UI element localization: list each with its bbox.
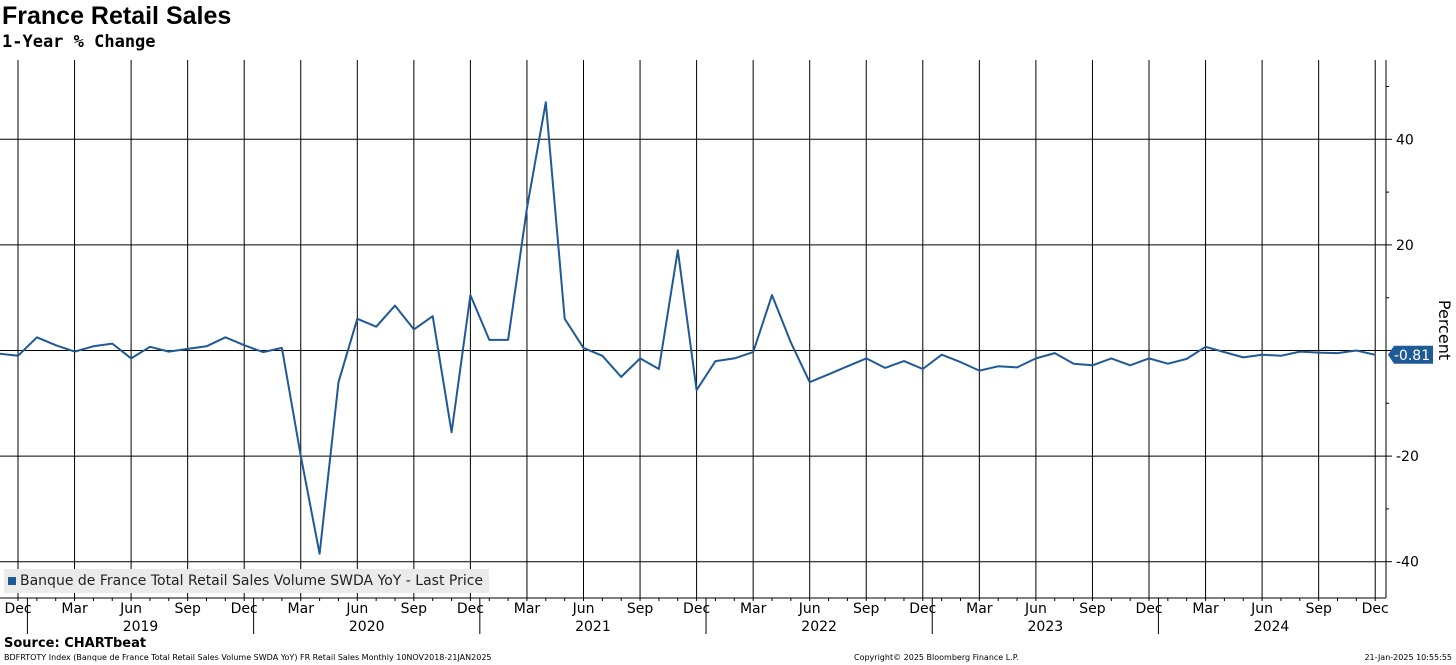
x-year-label: 2023 bbox=[1028, 619, 1064, 635]
legend-swatch bbox=[8, 577, 16, 585]
x-tick-label: Mar bbox=[966, 601, 993, 617]
x-tick-label: Jun bbox=[798, 601, 821, 617]
x-year-label: 2022 bbox=[801, 619, 837, 635]
x-tick-label: Dec bbox=[231, 601, 258, 617]
legend-label: Banque de France Total Retail Sales Volu… bbox=[20, 573, 484, 589]
x-year-label: 2024 bbox=[1254, 619, 1290, 635]
source-note: Source: CHARTbeat bbox=[4, 636, 147, 651]
y-tick-label: 20 bbox=[1396, 238, 1414, 254]
y-axis-title: Percent bbox=[1435, 300, 1454, 360]
x-tick-label: Mar bbox=[740, 601, 767, 617]
x-tick-label: Dec bbox=[909, 601, 936, 617]
footer-index-description: BDFRTOTY Index (Banque de France Total R… bbox=[4, 653, 492, 662]
x-tick-label: Sep bbox=[1305, 601, 1332, 617]
chart-title: France Retail Sales bbox=[2, 2, 232, 30]
x-tick-label: Jun bbox=[345, 601, 368, 617]
x-tick-label: Sep bbox=[853, 601, 880, 617]
x-tick-label: Dec bbox=[1135, 601, 1162, 617]
x-year-label: 2019 bbox=[123, 619, 159, 635]
y-tick-label: -20 bbox=[1396, 449, 1419, 465]
x-tick-label: Mar bbox=[514, 601, 541, 617]
x-tick-label: Sep bbox=[401, 601, 428, 617]
y-tick-label: -40 bbox=[1396, 555, 1419, 571]
series-line bbox=[0, 101, 1376, 555]
x-tick-label: Jun bbox=[1250, 601, 1273, 617]
x-tick-label: Mar bbox=[61, 601, 88, 617]
last-value-flag bbox=[1388, 345, 1433, 364]
x-tick-label: Jun bbox=[1024, 601, 1047, 617]
x-tick-label: Jun bbox=[119, 601, 142, 617]
x-tick-label: Jun bbox=[572, 601, 595, 617]
chart-subtitle: 1-Year % Change bbox=[2, 32, 156, 52]
x-tick-label: Mar bbox=[288, 601, 315, 617]
x-year-label: 2020 bbox=[349, 619, 385, 635]
x-tick-label: Dec bbox=[683, 601, 710, 617]
footer-copyright: Copyright© 2025 Bloomberg Finance L.P. bbox=[854, 653, 1019, 662]
y-tick-label: 40 bbox=[1396, 132, 1414, 148]
x-tick-label: Sep bbox=[174, 601, 201, 617]
x-tick-label: Sep bbox=[627, 601, 654, 617]
x-tick-label: Sep bbox=[1079, 601, 1106, 617]
last-value-label: -0.81 bbox=[1394, 348, 1430, 364]
x-year-label: 2021 bbox=[575, 619, 611, 635]
x-tick-label: Dec bbox=[457, 601, 484, 617]
x-tick-label: Dec bbox=[1362, 601, 1389, 617]
footer-timestamp: 21-Jan-2025 10:55:55 bbox=[1364, 653, 1452, 662]
chart-legend: Banque de France Total Retail Sales Volu… bbox=[4, 569, 490, 593]
x-tick-label: Dec bbox=[4, 601, 31, 617]
x-tick-label: Mar bbox=[1192, 601, 1219, 617]
